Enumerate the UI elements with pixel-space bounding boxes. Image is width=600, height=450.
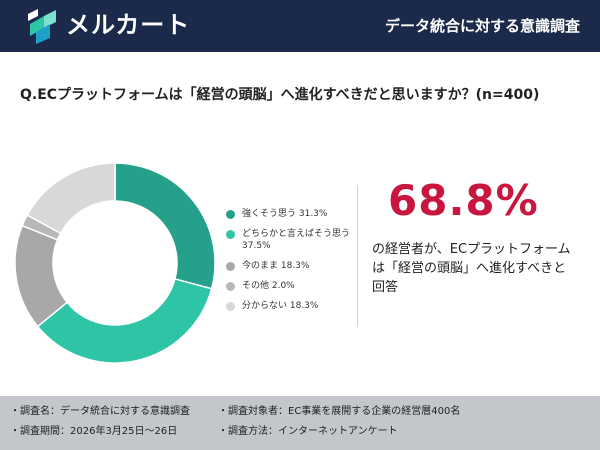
legend-item-2: どちらかと言えばそう思う 37.5% xyxy=(226,228,356,252)
legend-label: 分からない 18.3% xyxy=(242,301,319,311)
donut-slice-1 xyxy=(114,162,216,290)
footer-survey-name: ・調査名：データ統合に対する意識調査 xyxy=(10,406,190,417)
brand-name: メルカート xyxy=(66,11,191,39)
footer-survey-method: ・調査方法：インターネットアンケート xyxy=(218,426,398,437)
footer-survey-target: ・調査対象者：EC事業を展開する企業の経営層400名 xyxy=(218,406,461,417)
legend-label: その他 2.0% xyxy=(242,281,295,291)
legend-label: どちらかと言えばそう思う 37.5% xyxy=(242,229,351,251)
legend-label: 今のまま 18.3% xyxy=(242,261,310,271)
legend-swatch xyxy=(226,262,235,271)
legend-label: 強くそう思う 31.3% xyxy=(242,209,328,219)
chart-legend: 強くそう思う 31.3% どちらかと言えばそう思う 37.5% 今のまま 18.3%… xyxy=(226,208,356,312)
legend-swatch xyxy=(226,302,235,311)
legend-swatch xyxy=(226,210,235,219)
legend-item-1: 強くそう思う 31.3% xyxy=(226,208,356,220)
legend-item-4: その他 2.0% xyxy=(226,280,356,292)
header-bar: メルカート データ統合に対する意識調査 xyxy=(0,0,600,52)
highlight-percent: 68.8% xyxy=(388,176,539,225)
legend-item-5: 分からない 18.3% xyxy=(226,300,356,312)
highlight-summary: の経営者が、ECプラットフォームは「経営の頭脳」へ進化すべきと回答 xyxy=(372,242,571,295)
survey-question: Q.ECプラットフォームは「経営の頭脳」へ進化すべきだと思いますか？(n=400… xyxy=(20,87,540,103)
header-title: データ統合に対する意識調査 xyxy=(384,17,580,35)
donut-chart xyxy=(14,162,216,364)
brand-logo-icon xyxy=(28,9,56,44)
footer-bar: ・調査名：データ統合に対する意識調査 ・調査対象者：EC事業を展開する企業の経営… xyxy=(0,396,600,450)
legend-swatch xyxy=(226,230,235,239)
legend-swatch xyxy=(226,282,235,291)
footer-survey-period: ・調査期間：2026年3月25日〜26日 xyxy=(10,426,178,437)
donut-slice-5 xyxy=(26,162,116,235)
donut-slice-2 xyxy=(36,278,213,364)
vertical-divider xyxy=(357,185,358,327)
legend-item-3: 今のまま 18.3% xyxy=(226,260,356,272)
